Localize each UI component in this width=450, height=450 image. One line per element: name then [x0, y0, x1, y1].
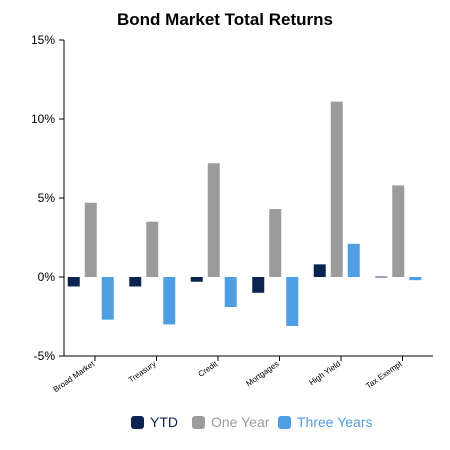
bar-ytd [129, 277, 142, 287]
legend-item-one-year: One Year [192, 412, 269, 432]
y-tick-label: -5% [34, 349, 56, 363]
bar-one-year [330, 101, 343, 278]
bar-ytd [252, 277, 265, 293]
bar-one-year [207, 163, 220, 277]
legend-label: Three Years [297, 414, 373, 430]
y-tick-label: 5% [38, 191, 56, 205]
legend-item-ytd: YTD [131, 412, 178, 432]
bar-one-year [84, 202, 97, 277]
bar-three-years [224, 277, 237, 308]
chart-legend: YTD One Year Three Years [0, 412, 450, 432]
x-tick-label: Mortgages [245, 359, 281, 388]
y-tick-label: 10% [31, 112, 55, 126]
y-tick-label: 15% [31, 33, 55, 47]
x-tick-label: High Yield [307, 359, 342, 387]
bar-ytd [67, 277, 80, 287]
legend-label: YTD [150, 414, 178, 430]
bar-ytd [313, 264, 326, 277]
legend-swatch [131, 415, 144, 429]
legend-item-three-years: Three Years [278, 412, 373, 432]
bar-ytd [190, 277, 203, 282]
legend-swatch [192, 415, 205, 429]
bar-one-year [146, 221, 159, 277]
bar-three-years [101, 277, 114, 320]
legend-swatch [278, 415, 291, 429]
x-tick-label: Tax Exempt [364, 359, 404, 391]
bar-three-years [347, 243, 360, 277]
x-tick-label: Broad Market [52, 359, 97, 394]
bar-three-years [286, 277, 299, 326]
x-tick-label: Treasury [127, 359, 158, 384]
bar-one-year [392, 185, 405, 277]
legend-label: One Year [211, 414, 270, 430]
y-tick-label: 0% [38, 270, 56, 284]
bar-three-years [409, 277, 422, 281]
bar-ytd [375, 276, 388, 278]
x-tick-label: Credit [197, 359, 220, 379]
bar-one-year [269, 209, 282, 277]
chart-title: Bond Market Total Returns [117, 10, 333, 29]
bar-three-years [163, 277, 176, 325]
